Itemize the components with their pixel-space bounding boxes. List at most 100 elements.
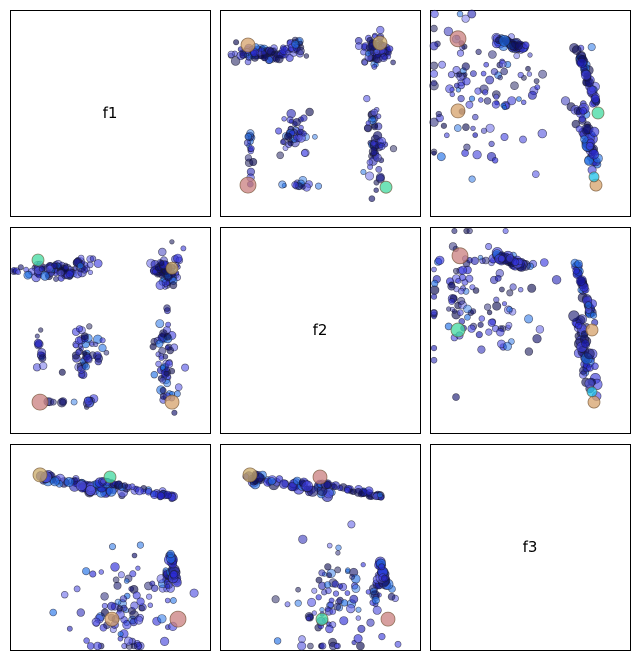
- scatter-point: [511, 258, 520, 266]
- highlight-point: [379, 180, 393, 194]
- scatter-point: [390, 59, 396, 66]
- scatter-point: [243, 139, 251, 147]
- scatter-point: [488, 140, 495, 147]
- scatter-point: [470, 256, 479, 266]
- scatter-point: [457, 296, 466, 305]
- scatter-point: [123, 578, 130, 584]
- scatter-point: [386, 45, 394, 53]
- scatter-point: [305, 615, 311, 622]
- scatter-point: [537, 128, 547, 139]
- scatter-point: [275, 127, 283, 135]
- scatter-point: [365, 120, 371, 126]
- scatter-point: [169, 281, 178, 290]
- scatter-point: [373, 179, 380, 186]
- scatter-point: [113, 581, 122, 590]
- scatter-point: [497, 74, 503, 81]
- variable-label: f3: [523, 538, 538, 556]
- scatter-point: [244, 58, 252, 66]
- scatter-point: [34, 266, 43, 275]
- scatter-point: [472, 132, 479, 138]
- scatter-point: [527, 283, 537, 293]
- scatter-point: [244, 133, 253, 141]
- scatter-point: [345, 567, 351, 573]
- scatter-point: [171, 409, 178, 416]
- scatter-point: [551, 275, 562, 285]
- scatter-point: [506, 289, 514, 297]
- scatter-point: [300, 114, 308, 122]
- scatter-point: [351, 584, 361, 593]
- scatter-point: [469, 284, 476, 291]
- scatter-point: [378, 632, 386, 641]
- scatter-point: [180, 245, 187, 252]
- highlight-point: [103, 470, 117, 484]
- scatter-point: [370, 108, 378, 117]
- highlight-point: [372, 35, 388, 51]
- scatter-point: [323, 481, 331, 489]
- highlight-point: [315, 612, 329, 626]
- scatter-point: [447, 71, 455, 79]
- scatter-point: [101, 602, 108, 609]
- scatter-point: [340, 599, 349, 607]
- scatter-point: [486, 309, 493, 316]
- scatter-point: [493, 93, 500, 100]
- scatter-point: [295, 586, 301, 593]
- scatter-point: [371, 596, 380, 605]
- panel-frame: [220, 227, 421, 434]
- scatter-point: [233, 39, 240, 46]
- scatter-point: [447, 282, 456, 291]
- scatter-point: [369, 115, 376, 123]
- scatter-point: [472, 150, 482, 160]
- scatter-point: [73, 342, 79, 349]
- highlight-point: [591, 106, 605, 120]
- scatter-point: [440, 122, 448, 129]
- highlight-point: [587, 395, 601, 409]
- scatter-point: [378, 563, 386, 571]
- scatter-point: [189, 588, 199, 598]
- scatter-point: [112, 576, 120, 584]
- scatter-point: [261, 54, 267, 60]
- scatter-point: [533, 78, 540, 84]
- scatter-point: [524, 347, 534, 356]
- scatter-point: [158, 259, 165, 267]
- scatter-point: [135, 565, 141, 571]
- scatter-point: [66, 625, 73, 632]
- scatter-point: [158, 247, 167, 257]
- scatter-point: [343, 486, 351, 494]
- scatter-point: [324, 581, 332, 589]
- scatter-point: [246, 55, 252, 61]
- scatter-point: [301, 480, 313, 492]
- scatter-point: [325, 624, 334, 634]
- scatter-point: [354, 42, 363, 51]
- scatter-point: [481, 256, 490, 265]
- scatter-point: [527, 90, 537, 100]
- scatter-point: [93, 341, 99, 348]
- scatter-point: [498, 34, 511, 47]
- scatter-point: [311, 587, 318, 594]
- scatter-point: [498, 255, 506, 263]
- highlight-point: [242, 467, 258, 483]
- scatter-point: [515, 42, 523, 50]
- scatter-point: [169, 239, 175, 245]
- scatter-point: [457, 94, 465, 103]
- scatter-point: [50, 476, 60, 487]
- scatter-point: [164, 345, 170, 351]
- scatter-point: [474, 87, 482, 95]
- scatter-point: [158, 355, 165, 361]
- scatter-point: [576, 57, 587, 69]
- scatter-point: [331, 483, 338, 490]
- scatter-point: [389, 145, 398, 153]
- scatter-point: [522, 41, 530, 49]
- scatter-point: [500, 133, 509, 142]
- scatter-point: [468, 95, 476, 102]
- highlight-point: [449, 30, 467, 48]
- scatter-point: [477, 254, 484, 261]
- scatter-point: [443, 132, 450, 139]
- scatter-point: [572, 267, 580, 275]
- scatter-point: [436, 152, 446, 162]
- scatter-point: [480, 70, 487, 77]
- scatter-point: [75, 349, 82, 356]
- highlight-point: [451, 247, 469, 265]
- scatter-point: [501, 105, 507, 111]
- scatter-point: [307, 597, 317, 607]
